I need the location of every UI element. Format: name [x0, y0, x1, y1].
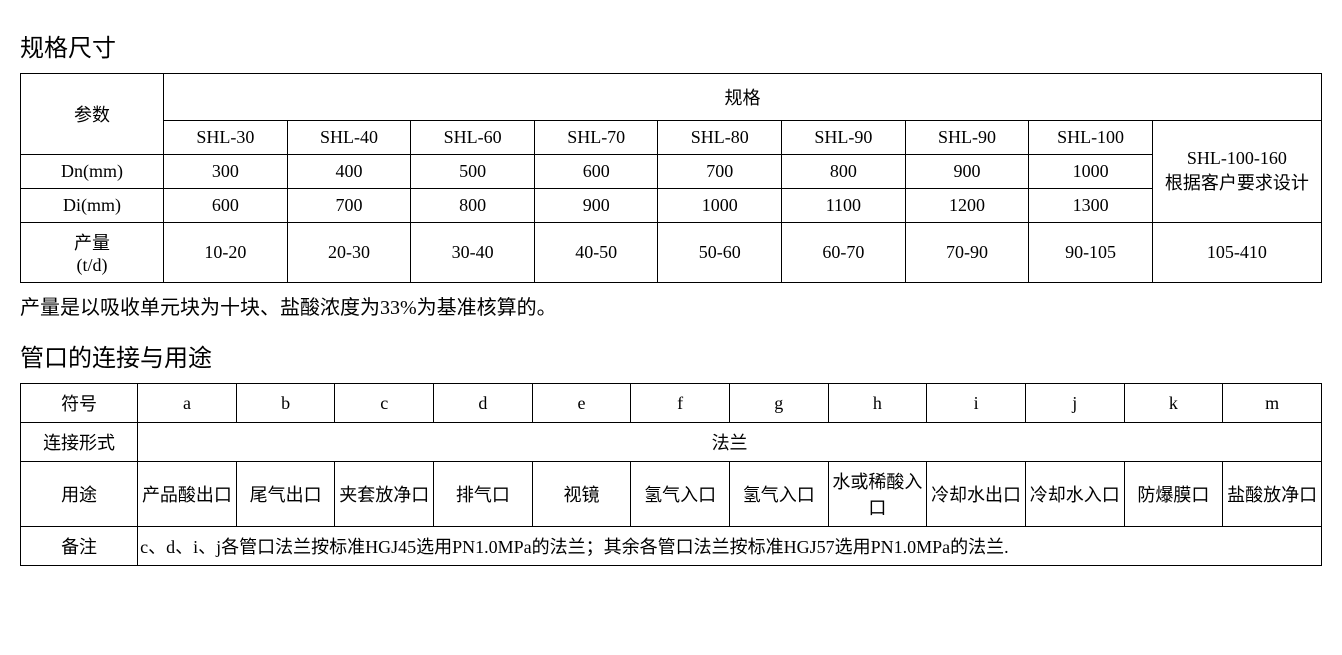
use-label: 用途: [21, 462, 138, 527]
table-cell: 60-70: [782, 223, 906, 283]
table-cell: 600: [164, 189, 288, 223]
symbol-cell: c: [335, 384, 434, 423]
table-cell: 30-40: [411, 223, 535, 283]
use-cell: 视镜: [532, 462, 631, 527]
table-cell: 70-90: [905, 223, 1029, 283]
table-cell: 105-410: [1152, 223, 1321, 283]
symbol-cell: h: [828, 384, 927, 423]
use-cell: 产品酸出口: [138, 462, 237, 527]
table-cell: 40-50: [534, 223, 658, 283]
model-header: SHL-90: [782, 121, 906, 155]
table-row: SHL-30 SHL-40 SHL-60 SHL-70 SHL-80 SHL-9…: [21, 121, 1322, 155]
remark-label: 备注: [21, 527, 138, 566]
symbol-cell: j: [1025, 384, 1124, 423]
table-row: 用途 产品酸出口 尾气出口 夹套放净口 排气口 视镜 氢气入口 氢气入口 水或稀…: [21, 462, 1322, 527]
model-header: SHL-100: [1029, 121, 1153, 155]
symbol-cell: g: [729, 384, 828, 423]
use-cell: 冷却水出口: [927, 462, 1026, 527]
table-cell: 800: [782, 155, 906, 189]
spec-section-title: 规格尺寸: [20, 28, 1322, 63]
table-row: 符号 a b c d e f g h i j k m: [21, 384, 1322, 423]
table-cell: 1000: [1029, 155, 1153, 189]
use-cell: 冷却水入口: [1025, 462, 1124, 527]
port-table: 符号 a b c d e f g h i j k m 连接形式 法兰 用途 产品…: [20, 383, 1322, 566]
use-cell: 氢气入口: [729, 462, 828, 527]
use-cell: 防爆膜口: [1124, 462, 1223, 527]
table-cell: 20-30: [287, 223, 411, 283]
table-cell: 900: [905, 155, 1029, 189]
extra-model-cell: SHL-100-160 根据客户要求设计: [1152, 121, 1321, 223]
symbol-cell: m: [1223, 384, 1322, 423]
model-header: SHL-30: [164, 121, 288, 155]
table-row: 参数 规格: [21, 74, 1322, 121]
table-cell: 800: [411, 189, 535, 223]
table-cell: 1200: [905, 189, 1029, 223]
row-label: Di(mm): [21, 189, 164, 223]
table-row: 备注 c、d、i、j各管口法兰按标准HGJ45选用PN1.0MPa的法兰；其余各…: [21, 527, 1322, 566]
table-cell: 900: [534, 189, 658, 223]
conn-label: 连接形式: [21, 423, 138, 462]
spec-footnote: 产量是以吸收单元块为十块、盐酸浓度为33%为基准核算的。: [20, 291, 1322, 320]
table-cell: 1300: [1029, 189, 1153, 223]
symbol-cell: b: [236, 384, 335, 423]
table-cell: 700: [287, 189, 411, 223]
use-cell: 盐酸放净口: [1223, 462, 1322, 527]
symbol-cell: f: [631, 384, 730, 423]
model-header: SHL-40: [287, 121, 411, 155]
table-cell: 10-20: [164, 223, 288, 283]
extra-model: SHL-100-160: [1157, 148, 1317, 169]
symbol-cell: d: [434, 384, 533, 423]
table-cell: 500: [411, 155, 535, 189]
use-cell: 水或稀酸入口: [828, 462, 927, 527]
table-cell: 50-60: [658, 223, 782, 283]
group-header: 规格: [164, 74, 1322, 121]
symbol-cell: i: [927, 384, 1026, 423]
remark-text: c、d、i、j各管口法兰按标准HGJ45选用PN1.0MPa的法兰；其余各管口法…: [138, 527, 1322, 566]
symbol-label: 符号: [21, 384, 138, 423]
table-row: 产量 (t/d) 10-20 20-30 30-40 40-50 50-60 6…: [21, 223, 1322, 283]
table-cell: 90-105: [1029, 223, 1153, 283]
table-cell: 1000: [658, 189, 782, 223]
table-row: Di(mm) 600 700 800 900 1000 1100 1200 13…: [21, 189, 1322, 223]
symbol-cell: k: [1124, 384, 1223, 423]
row-label: Dn(mm): [21, 155, 164, 189]
spec-table: 参数 规格 SHL-30 SHL-40 SHL-60 SHL-70 SHL-80…: [20, 73, 1322, 283]
table-cell: 600: [534, 155, 658, 189]
model-header: SHL-60: [411, 121, 535, 155]
table-cell: 400: [287, 155, 411, 189]
model-header: SHL-80: [658, 121, 782, 155]
model-header: SHL-70: [534, 121, 658, 155]
extra-note: 根据客户要求设计: [1157, 169, 1317, 195]
table-row: 连接形式 法兰: [21, 423, 1322, 462]
port-section-title: 管口的连接与用途: [20, 338, 1322, 373]
table-cell: 1100: [782, 189, 906, 223]
conn-value: 法兰: [138, 423, 1322, 462]
use-cell: 排气口: [434, 462, 533, 527]
table-cell: 300: [164, 155, 288, 189]
model-header: SHL-90: [905, 121, 1029, 155]
table-row: Dn(mm) 300 400 500 600 700 800 900 1000: [21, 155, 1322, 189]
use-cell: 夹套放净口: [335, 462, 434, 527]
use-cell: 氢气入口: [631, 462, 730, 527]
table-cell: 700: [658, 155, 782, 189]
row-label: 产量 (t/d): [21, 223, 164, 283]
symbol-cell: a: [138, 384, 237, 423]
symbol-cell: e: [532, 384, 631, 423]
param-header: 参数: [21, 74, 164, 155]
use-cell: 尾气出口: [236, 462, 335, 527]
